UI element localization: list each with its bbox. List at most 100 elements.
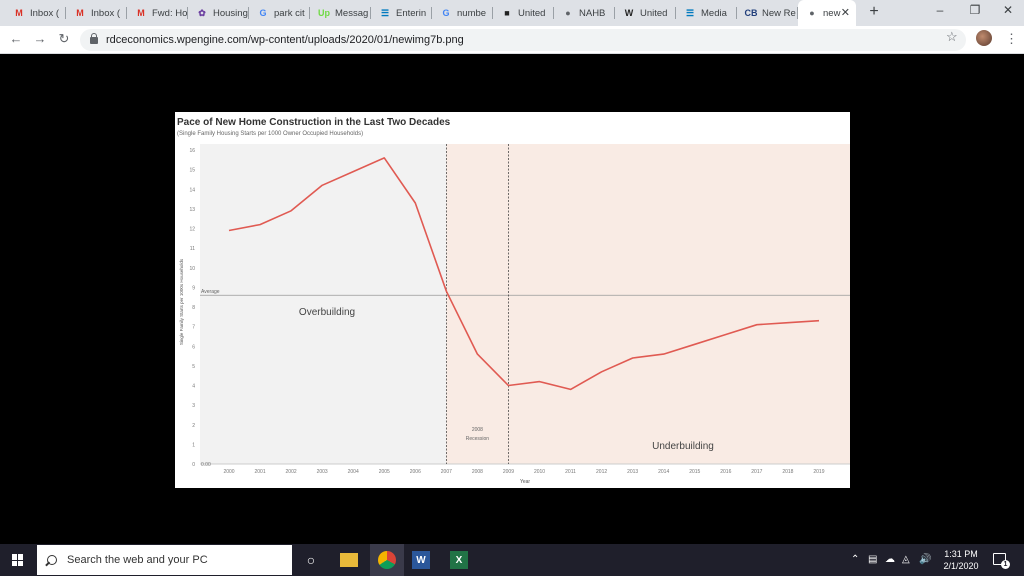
wifi-icon[interactable]: ◬ <box>902 554 910 565</box>
chevron-up-icon[interactable]: ⌃ <box>851 554 860 565</box>
tab-separator <box>248 7 249 19</box>
cb-icon: CB <box>744 7 758 18</box>
tab-label: Inbox ( <box>91 7 121 19</box>
kebab-menu-icon[interactable]: ⋮ <box>1005 31 1018 46</box>
tab-separator <box>553 7 554 19</box>
tab-label: United <box>518 7 546 19</box>
search-icon <box>47 555 57 565</box>
address-bar-row: ← → ↻ rdceconomics.wpengine.com/wp-conte… <box>0 26 1024 54</box>
chart-subtitle: (Single Family Housing Starts per 1000 O… <box>177 131 364 137</box>
gmail-icon: M <box>76 7 84 18</box>
browser-tab[interactable]: ☰ Enterin <box>371 0 432 26</box>
peacock-icon: ✿ <box>198 7 206 18</box>
y-tick-label: 3 <box>192 403 195 409</box>
notification-icon[interactable]: 1 <box>993 553 1010 569</box>
browser-tab[interactable]: CB New Re <box>737 0 798 26</box>
windows-start-icon[interactable] <box>12 554 24 566</box>
network-icon[interactable]: ▤ <box>868 554 878 565</box>
google-icon: G <box>259 7 267 18</box>
forward-arrow-icon[interactable]: → <box>33 31 47 46</box>
url-text: rdceconomics.wpengine.com/wp-content/upl… <box>106 34 464 46</box>
taskbar-search-input[interactable]: Search the web and your PC <box>37 545 292 575</box>
browser-tab[interactable]: M Fwd: Ho <box>127 0 188 26</box>
x-tick-label: 2007 <box>441 469 452 475</box>
tab-label: new <box>823 7 841 19</box>
x-tick-label: 2008 <box>472 469 483 475</box>
tab-close-icon[interactable]: ✕ <box>840 7 850 19</box>
back-arrow-icon[interactable]: ← <box>9 31 23 46</box>
recession-label-text: Recession <box>466 436 490 442</box>
x-tick-label: 2017 <box>751 469 762 475</box>
browser-tab[interactable]: M Inbox ( <box>5 0 66 26</box>
restore-icon[interactable]: ❐ <box>969 3 981 17</box>
word-icon[interactable]: W <box>412 551 430 569</box>
browser-tab[interactable]: W United <box>615 0 676 26</box>
reload-icon[interactable]: ↻ <box>58 31 70 46</box>
tab-label: Housing <box>213 7 248 19</box>
y-tick-label: 15 <box>189 168 195 174</box>
chart-image: Average 2008 Recession 0 1 2 3 4 5 6 7 8 9 10 11 12 13 14… <box>175 112 850 488</box>
overbuilding-region <box>200 144 447 464</box>
clock-date: 2/1/2020 <box>943 561 979 571</box>
y-tick-label: 4 <box>192 384 195 390</box>
minimize-icon[interactable]: – <box>936 3 944 17</box>
x-axis-label: Year <box>520 479 530 485</box>
tab-label: park cit <box>274 7 305 19</box>
tab-separator <box>614 7 615 19</box>
y-tick-label: 9 <box>192 285 195 291</box>
window-close-icon[interactable]: ✕ <box>1002 3 1014 17</box>
y-tick-label: 7 <box>192 325 195 331</box>
y-tick-label: 0 <box>192 462 195 468</box>
file-explorer-icon[interactable] <box>340 553 358 567</box>
bookmark-star-icon[interactable]: ☆ <box>946 29 958 44</box>
tab-separator <box>431 7 432 19</box>
x-tick-label: 2001 <box>254 469 265 475</box>
lock-icon <box>90 32 98 44</box>
x-tick-label: 2002 <box>286 469 297 475</box>
tab-separator <box>797 7 798 19</box>
x-tick-label: 2004 <box>348 469 359 475</box>
profile-avatar[interactable] <box>976 30 992 46</box>
y-tick-label: 14 <box>189 187 195 193</box>
clock-time: 1:31 PM <box>944 549 978 559</box>
y-tick-label: 2 <box>192 423 195 429</box>
browser-tab[interactable]: ☰ Media <box>676 0 737 26</box>
excel-icon[interactable]: X <box>450 551 468 569</box>
underbuilding-region <box>446 144 850 464</box>
volume-icon[interactable]: 🔊 <box>919 554 932 565</box>
y-tick-label: 11 <box>190 246 195 252</box>
recession-label-year: 2008 <box>472 427 483 433</box>
trello-icon: ☰ <box>685 7 695 18</box>
y-tick-label: 10 <box>189 266 195 272</box>
tab-label: Enterin <box>396 7 427 19</box>
x-tick-label: 2019 <box>813 469 824 475</box>
tab-separator <box>675 7 676 19</box>
browser-tab[interactable]: ● NAHB <box>554 0 615 26</box>
browser-tab[interactable]: ■ United <box>493 0 554 26</box>
url-input[interactable]: rdceconomics.wpengine.com/wp-content/upl… <box>80 29 966 51</box>
browser-tab[interactable]: ● new ✕ <box>798 0 856 26</box>
gmail-icon: M <box>15 7 23 18</box>
y-axis-label: Single Family Starts per 1000s Household… <box>179 258 184 345</box>
x-tick-label: 2003 <box>317 469 328 475</box>
y-tick-label: 16 <box>189 148 195 154</box>
browser-tab[interactable]: M Inbox ( <box>66 0 127 26</box>
system-clock[interactable]: 1:31 PM 2/1/2020 <box>935 548 987 572</box>
x-tick-label: 2015 <box>689 469 700 475</box>
task-view-icon[interactable]: ○ <box>306 552 316 568</box>
x-tick-label: 2014 <box>658 469 669 475</box>
y-tick-label: 5 <box>192 364 195 370</box>
chrome-icon[interactable] <box>378 551 396 569</box>
new-tab-icon[interactable]: + <box>869 3 879 20</box>
y-tick-label: 12 <box>189 227 195 233</box>
cloud-icon[interactable]: ☁ <box>885 554 895 565</box>
tab-label: New Re <box>762 7 796 19</box>
tab-label: Inbox ( <box>30 7 60 19</box>
windows-taskbar: Search the web and your PC ○ W X ⌃ ▤ ☁ ◬… <box>0 544 1024 576</box>
x-tick-label: 2012 <box>596 469 607 475</box>
browser-tab[interactable]: Up Messag <box>310 0 371 26</box>
browser-tab[interactable]: ✿ Housing <box>188 0 249 26</box>
y-tick-label: 8 <box>192 305 195 311</box>
